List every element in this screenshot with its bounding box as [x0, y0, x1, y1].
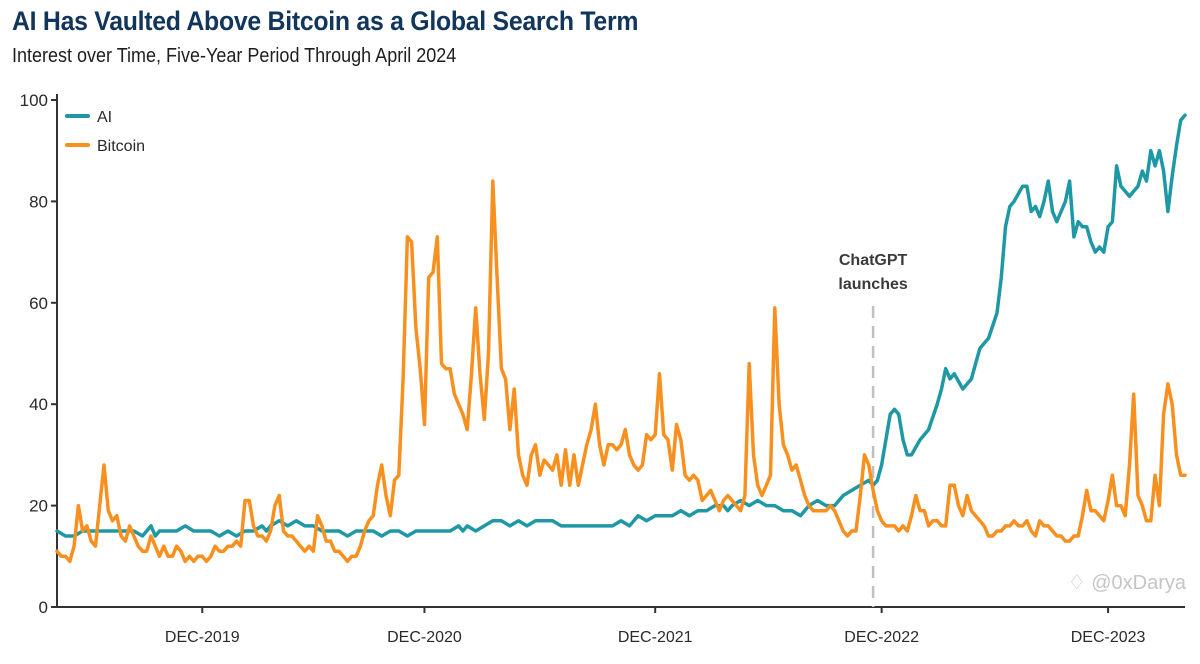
legend-label-ai: AI	[97, 109, 112, 126]
y-tick-label: 20	[29, 497, 48, 516]
series-line-bitcoin	[55, 179, 1187, 564]
legend: AI Bitcoin	[65, 109, 145, 155]
chart-title: AI Has Vaulted Above Bitcoin as a Global…	[12, 6, 639, 36]
annotation-label-line2: launches	[838, 276, 907, 293]
y-tick-label: 0	[39, 598, 48, 617]
legend-label-bitcoin: Bitcoin	[97, 138, 145, 155]
x-tick-label: DEC-2021	[618, 629, 693, 646]
y-axis: 0 20 40 60 80 100	[20, 91, 58, 617]
y-tick-label: 40	[29, 395, 48, 414]
x-tick-label: DEC-2022	[844, 629, 919, 646]
watermark: ♢ @0xDarya	[1068, 572, 1186, 594]
series-layer	[55, 113, 1187, 564]
x-tick-label: DEC-2019	[165, 629, 240, 646]
diamond-icon: ♢	[1067, 572, 1086, 594]
y-tick-label: 80	[29, 192, 48, 211]
x-tick-label: DEC-2020	[387, 629, 462, 646]
x-tick-label: DEC-2023	[1071, 629, 1146, 646]
y-tick-label: 100	[20, 91, 48, 110]
chatgpt-annotation: ChatGPT launches	[838, 252, 908, 607]
y-tick-label: 60	[29, 294, 48, 313]
annotation-label-line1: ChatGPT	[839, 252, 908, 269]
chart-subtitle: Interest over Time, Five-Year Period Thr…	[12, 45, 457, 67]
watermark-text: @0xDarya	[1091, 572, 1186, 594]
x-axis: DEC-2019 DEC-2020 DEC-2021 DEC-2022 DEC-2023	[57, 606, 1185, 646]
series-line-ai	[55, 113, 1187, 538]
